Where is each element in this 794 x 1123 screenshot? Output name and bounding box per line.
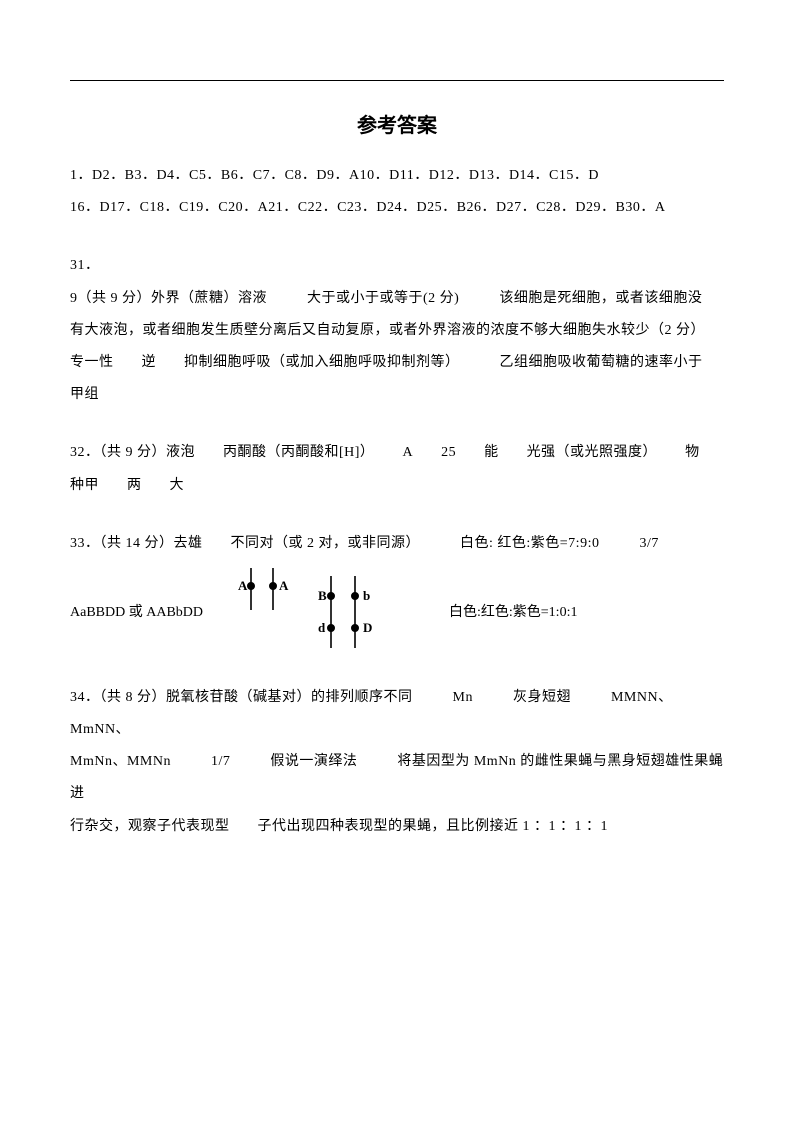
q32-l2c: 大 bbox=[170, 478, 185, 493]
q32-l2a: 种甲 bbox=[70, 478, 99, 493]
q34-l3a: 行杂交，观察子代表现型 bbox=[70, 819, 230, 834]
q31-number: 31． bbox=[70, 250, 724, 282]
q32-l1c: A bbox=[402, 445, 413, 460]
q31-line-4: 甲组 bbox=[70, 379, 724, 411]
q32-l1e: 能 bbox=[484, 445, 499, 460]
svg-text:b: b bbox=[363, 588, 370, 603]
q32-line-1: 32．（共 9 分）液泡 丙酮酸（丙酮酸和[H]） A 25 能 光强（或光照强… bbox=[70, 437, 724, 469]
q31-line-2: 有大液泡，或者细胞发生质壁分离后又自动复原，或者外界溶液的浓度不够大细胞失水较少… bbox=[70, 315, 724, 347]
q33-l1b: 不同对（或 2 对，或非同源） bbox=[231, 536, 421, 551]
q32-l1g: 物 bbox=[685, 445, 700, 460]
q34-line-2: MmNn、MMNn 1/7 假说一演绎法 将基因型为 MmNn 的雌性果蝇与黑身… bbox=[70, 746, 724, 810]
svg-text:d: d bbox=[318, 620, 326, 635]
svg-text:A: A bbox=[238, 578, 248, 593]
q31-l3a: 专一性 bbox=[70, 355, 114, 370]
q34-l3b: 子代出现四种表现型的果蝇，且比例接近 1 ：1 ：1 ：1 bbox=[258, 819, 609, 834]
q34-l2c: 假说一演绎法 bbox=[270, 754, 357, 769]
q32-l1a: 32．（共 9 分）液泡 bbox=[70, 445, 195, 460]
q34-l1b: Mn bbox=[453, 690, 473, 705]
mc-answers-line-2: 16．D17．C18．C19．C20．A21．C22．C23．D24．D25．B… bbox=[70, 192, 724, 224]
q31-line-1: 9（共 9 分）外界（蔗糖）溶液 大于或小于或等于(2 分) 该细胞是死细胞，或… bbox=[70, 283, 724, 315]
q33-diagram-row: AaBBDD 或 AABbDD A A B b d D bbox=[70, 566, 724, 656]
q32-l1f: 光强（或光照强度） bbox=[527, 445, 658, 460]
question-32: 32．（共 9 分）液泡 丙酮酸（丙酮酸和[H]） A 25 能 光强（或光照强… bbox=[70, 437, 724, 501]
q34-l1a: 34．（共 8 分）脱氧核苷酸（碱基对）的排列顺序不同 bbox=[70, 690, 413, 705]
q34-line-1: 34．（共 8 分）脱氧核苷酸（碱基对）的排列顺序不同 Mn 灰身短翅 MMNN… bbox=[70, 682, 724, 746]
q34-l1c: 灰身短翅 bbox=[513, 690, 571, 705]
q33-genotype: AaBBDD 或 AABbDD bbox=[70, 601, 221, 621]
q32-l2b: 两 bbox=[127, 478, 142, 493]
chromosome-diagram: A A B b d D bbox=[221, 566, 431, 656]
q33-l1d: 3/7 bbox=[639, 536, 658, 551]
q33-l1a: 33．（共 14 分）去雄 bbox=[70, 536, 203, 551]
q32-l1d: 25 bbox=[441, 445, 456, 460]
mc-answers-line-1: 1．D2．B3．D4．C5．B6．C7．C8．D9．A10．D11．D12．D1… bbox=[70, 160, 724, 192]
question-33: 33．（共 14 分）去雄 不同对（或 2 对，或非同源） 白色: 红色:紫色=… bbox=[70, 528, 724, 656]
question-34: 34．（共 8 分）脱氧核苷酸（碱基对）的排列顺序不同 Mn 灰身短翅 MMNN… bbox=[70, 682, 724, 843]
page-title: 参考答案 bbox=[70, 109, 724, 138]
q34-l2a: MmNn、MMNn bbox=[70, 754, 171, 769]
svg-text:D: D bbox=[363, 620, 372, 635]
q34-l2b: 1/7 bbox=[211, 754, 230, 769]
q31-l3d: 乙组细胞吸收葡萄糖的速率小于 bbox=[500, 355, 703, 370]
q34-line-3: 行杂交，观察子代表现型 子代出现四种表现型的果蝇，且比例接近 1 ：1 ：1 ：… bbox=[70, 811, 724, 843]
svg-text:A: A bbox=[279, 578, 289, 593]
q33-line-1: 33．（共 14 分）去雄 不同对（或 2 对，或非同源） 白色: 红色:紫色=… bbox=[70, 528, 724, 560]
q31-l3c: 抑制细胞呼吸（或加入细胞呼吸抑制剂等） bbox=[184, 355, 460, 370]
q32-l1b: 丙酮酸（丙酮酸和[H]） bbox=[223, 445, 374, 460]
q32-line-2: 种甲 两 大 bbox=[70, 470, 724, 502]
q31-line-3: 专一性 逆 抑制细胞呼吸（或加入细胞呼吸抑制剂等） 乙组细胞吸收葡萄糖的速率小于 bbox=[70, 347, 724, 379]
question-31: 31． 9（共 9 分）外界（蔗糖）溶液 大于或小于或等于(2 分) 该细胞是死… bbox=[70, 250, 724, 411]
q31-l1a: 9（共 9 分）外界（蔗糖）溶液 bbox=[70, 291, 267, 306]
q31-l1b: 大于或小于或等于(2 分) bbox=[307, 291, 459, 306]
q31-l1c: 该细胞是死细胞，或者该细胞没 bbox=[499, 291, 702, 306]
top-rule bbox=[70, 80, 724, 81]
svg-text:B: B bbox=[318, 588, 327, 603]
q31-l3b: 逆 bbox=[142, 355, 157, 370]
q33-l1c: 白色: 红色:紫色=7:9:0 bbox=[460, 536, 599, 551]
q33-ratio2: 白色:红色:紫色=1:0:1 bbox=[431, 601, 577, 621]
